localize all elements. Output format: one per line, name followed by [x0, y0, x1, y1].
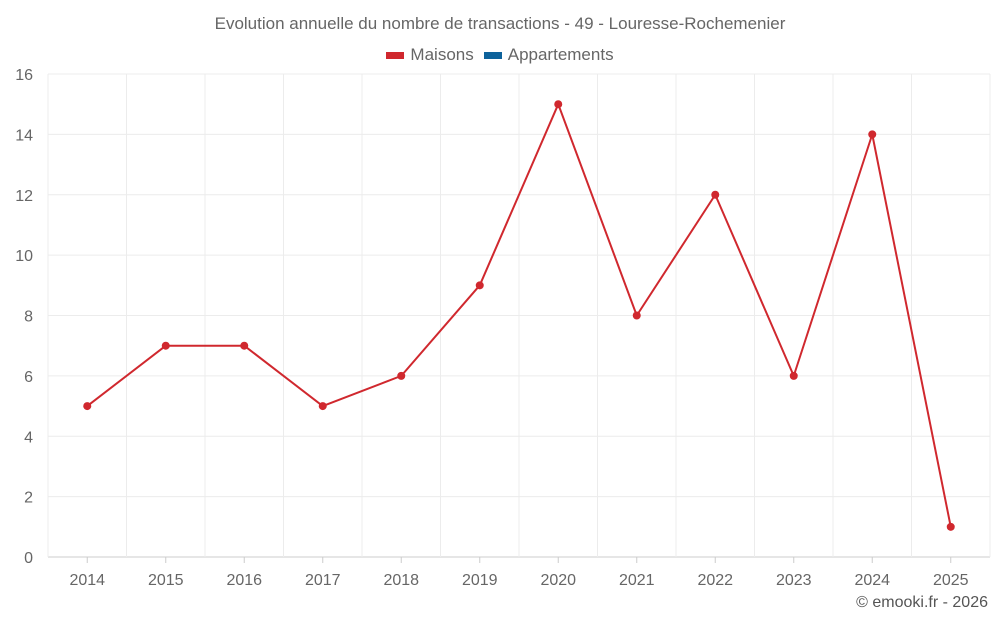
- x-tick-label: 2016: [226, 572, 262, 589]
- series-line-maisons: [86, 103, 952, 528]
- x-tick-label: 2017: [305, 572, 341, 589]
- y-tick-label: 6: [24, 369, 33, 386]
- data-point: [554, 100, 563, 109]
- legend-label-maisons: Maisons: [410, 45, 474, 64]
- data-point: [240, 341, 249, 350]
- y-tick-label: 4: [24, 429, 33, 446]
- y-tick-label: 12: [15, 188, 33, 205]
- x-tick-label: 2015: [148, 572, 184, 589]
- legend: Maisons Appartements: [0, 45, 1000, 65]
- legend-item-maisons[interactable]: Maisons: [386, 45, 474, 65]
- x-tick-label: 2022: [697, 572, 733, 589]
- legend-swatch-maisons: [386, 51, 405, 59]
- y-tick-label: 14: [15, 127, 33, 144]
- data-point: [946, 522, 955, 531]
- data-point: [161, 341, 170, 350]
- x-tick-label: 2025: [933, 572, 969, 589]
- data-point: [475, 281, 484, 290]
- data-point: [632, 311, 641, 320]
- credit-text: © emooki.fr - 2026: [856, 594, 988, 611]
- legend-item-appartements[interactable]: Appartements: [483, 45, 614, 65]
- y-tick-label: 2: [24, 490, 33, 507]
- legend-label-appartements: Appartements: [507, 45, 614, 64]
- data-point: [868, 130, 877, 139]
- data-point: [711, 190, 720, 199]
- x-tick-label: 2014: [69, 572, 105, 589]
- x-tick-label: 2024: [854, 572, 890, 589]
- y-tick-label: 16: [15, 67, 33, 84]
- x-tick-label: 2019: [462, 572, 498, 589]
- data-point: [83, 402, 92, 411]
- x-tick-label: 2020: [540, 572, 576, 589]
- y-tick-label: 10: [15, 248, 33, 265]
- y-tick-label: 8: [24, 309, 33, 326]
- data-point: [318, 402, 327, 411]
- chart-title: Evolution annuelle du nombre de transact…: [214, 14, 786, 33]
- x-tick-label: 2021: [619, 572, 655, 589]
- x-tick-label: 2023: [776, 572, 812, 589]
- legend-swatch-appartements: [483, 51, 502, 59]
- y-tick-label: 0: [24, 550, 33, 567]
- x-tick-label: 2018: [383, 572, 419, 589]
- data-point: [789, 371, 798, 380]
- data-point: [397, 371, 406, 380]
